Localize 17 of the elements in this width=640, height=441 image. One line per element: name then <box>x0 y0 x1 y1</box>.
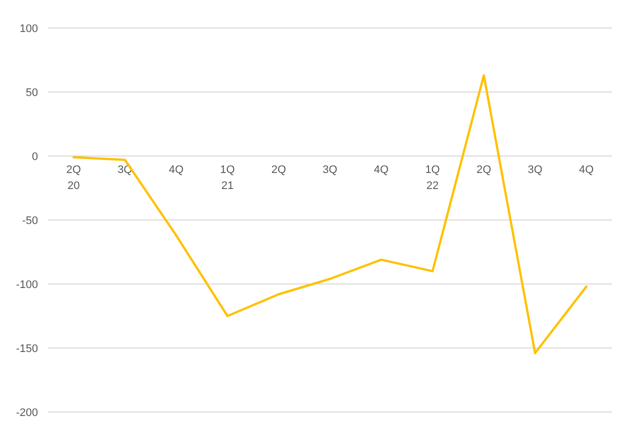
y-tick-label: -50 <box>22 214 38 227</box>
x-tick-label: 2Q 20 <box>66 164 82 192</box>
y-tick-label: -150 <box>16 342 38 355</box>
y-tick-label: 50 <box>26 86 38 99</box>
x-tick-label: 2Q <box>271 164 286 176</box>
y-tick-label: -100 <box>16 278 38 291</box>
x-tick-label: 4Q <box>579 164 594 176</box>
x-tick-label: 2Q <box>476 164 492 176</box>
x-tick-label: 3Q <box>322 164 338 176</box>
x-tick-label: 3Q <box>528 164 543 176</box>
y-tick-label: 0 <box>32 150 38 163</box>
x-tick-label: 4Q <box>374 164 390 176</box>
x-tick-label: 1Q 21 <box>220 164 236 192</box>
x-tick-label: 4Q <box>168 164 184 176</box>
y-tick-label: 100 <box>20 22 38 35</box>
x-tick-label: 1Q 22 <box>425 164 440 192</box>
y-tick-label: -200 <box>16 406 38 419</box>
